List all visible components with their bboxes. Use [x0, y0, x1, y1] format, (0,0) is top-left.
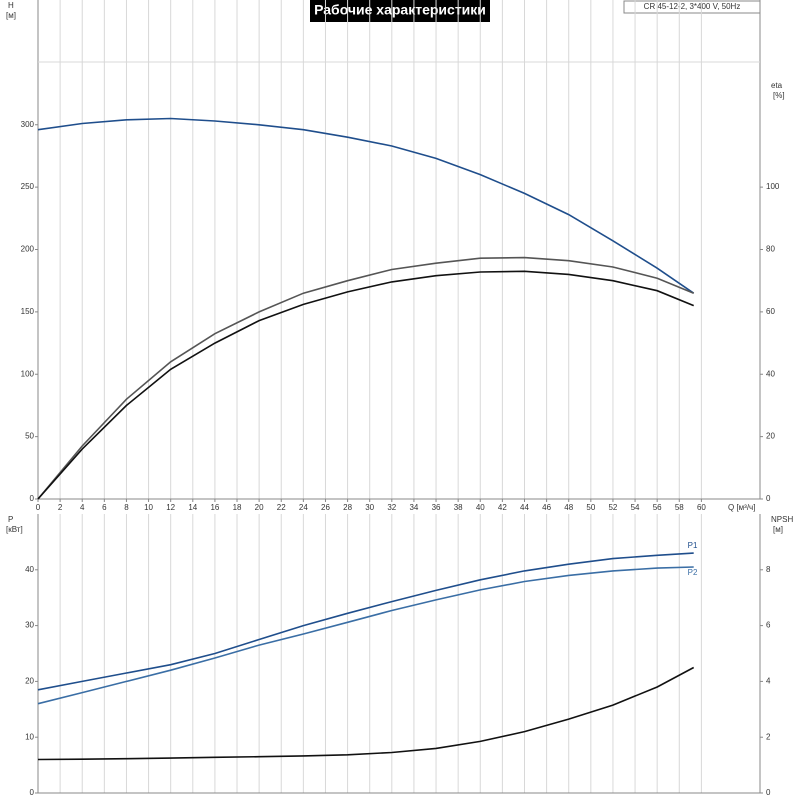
- y-tick-label: 10: [25, 732, 34, 741]
- y2-tick-label: 0: [766, 788, 771, 797]
- y2-tick-label: 100: [766, 182, 780, 191]
- x-tick-label: 18: [233, 503, 242, 512]
- x-tick-label: 26: [321, 503, 330, 512]
- y2-tick-label: 0: [766, 494, 771, 503]
- x-tick-label: 8: [124, 503, 129, 512]
- x-tick-label: 60: [697, 503, 706, 512]
- y-tick-label: 20: [25, 677, 34, 686]
- x-tick-label: 22: [277, 503, 286, 512]
- y-tick-label: 250: [21, 182, 35, 191]
- x-tick-label: 42: [498, 503, 507, 512]
- x-axis-label: Q [м³/ч]: [728, 503, 755, 512]
- x-tick-label: 58: [675, 503, 684, 512]
- x-tick-label: 46: [542, 503, 551, 512]
- x-tick-label: 38: [454, 503, 463, 512]
- x-tick-label: 10: [144, 503, 153, 512]
- y2-tick-label: 80: [766, 245, 775, 254]
- x-tick-label: 20: [255, 503, 264, 512]
- y-tick-label: 50: [25, 432, 34, 441]
- y-tick-label: 0: [30, 788, 35, 797]
- x-tick-label: 24: [299, 503, 308, 512]
- curve-label: P1: [688, 541, 698, 550]
- curve: [37, 117, 695, 294]
- x-tick-label: 50: [586, 503, 595, 512]
- y2-axis-unit: [м]: [773, 525, 783, 534]
- x-tick-label: 28: [343, 503, 352, 512]
- x-tick-label: 14: [188, 503, 197, 512]
- x-tick-label: 56: [653, 503, 662, 512]
- title-box: [310, 0, 490, 22]
- x-tick-label: 52: [608, 503, 617, 512]
- y-axis-label: P: [8, 515, 13, 524]
- x-tick-label: 44: [520, 503, 529, 512]
- x-tick-label: 48: [564, 503, 573, 512]
- y2-tick-label: 2: [766, 732, 771, 741]
- curve: [37, 552, 694, 691]
- y-tick-label: 30: [25, 621, 34, 630]
- x-tick-label: 4: [80, 503, 85, 512]
- y2-axis-label: NPSH: [771, 515, 793, 524]
- y-axis-label: H: [8, 1, 14, 10]
- x-tick-label: 34: [409, 503, 418, 512]
- y2-axis-label: eta: [771, 81, 783, 90]
- x-tick-label: 2: [58, 503, 63, 512]
- y2-tick-label: 4: [766, 677, 771, 686]
- x-tick-label: 0: [36, 503, 41, 512]
- curve: [37, 270, 695, 500]
- chart-title: Рабочие характеристики: [314, 2, 486, 18]
- y2-tick-label: 40: [766, 369, 775, 378]
- y2-tick-label: 60: [766, 307, 775, 316]
- x-tick-label: 16: [210, 503, 219, 512]
- y2-tick-label: 6: [766, 621, 771, 630]
- y-tick-label: 150: [21, 307, 35, 316]
- y2-axis-unit: [%]: [773, 91, 785, 100]
- y-tick-label: 200: [21, 245, 35, 254]
- x-tick-label: 12: [166, 503, 175, 512]
- curve: [37, 256, 695, 500]
- x-tick-label: 6: [102, 503, 107, 512]
- y-tick-label: 40: [25, 565, 34, 574]
- y-tick-label: 300: [21, 120, 35, 129]
- model-info: CR 45-12-2, 3*400 V, 50Hz: [644, 2, 741, 11]
- x-tick-label: 32: [387, 503, 396, 512]
- x-tick-label: 54: [631, 503, 640, 512]
- y2-tick-label: 8: [766, 565, 771, 574]
- curve: [37, 566, 694, 705]
- y-tick-label: 0: [30, 494, 35, 503]
- curve-label: P2: [688, 568, 698, 577]
- x-tick-label: 30: [365, 503, 374, 512]
- x-tick-label: 40: [476, 503, 485, 512]
- x-tick-label: 36: [432, 503, 441, 512]
- curve: [37, 666, 695, 761]
- y-axis-unit: [м]: [6, 11, 16, 20]
- y-axis-unit: [кВт]: [6, 525, 23, 534]
- y-tick-label: 100: [21, 369, 35, 378]
- y2-tick-label: 20: [766, 432, 775, 441]
